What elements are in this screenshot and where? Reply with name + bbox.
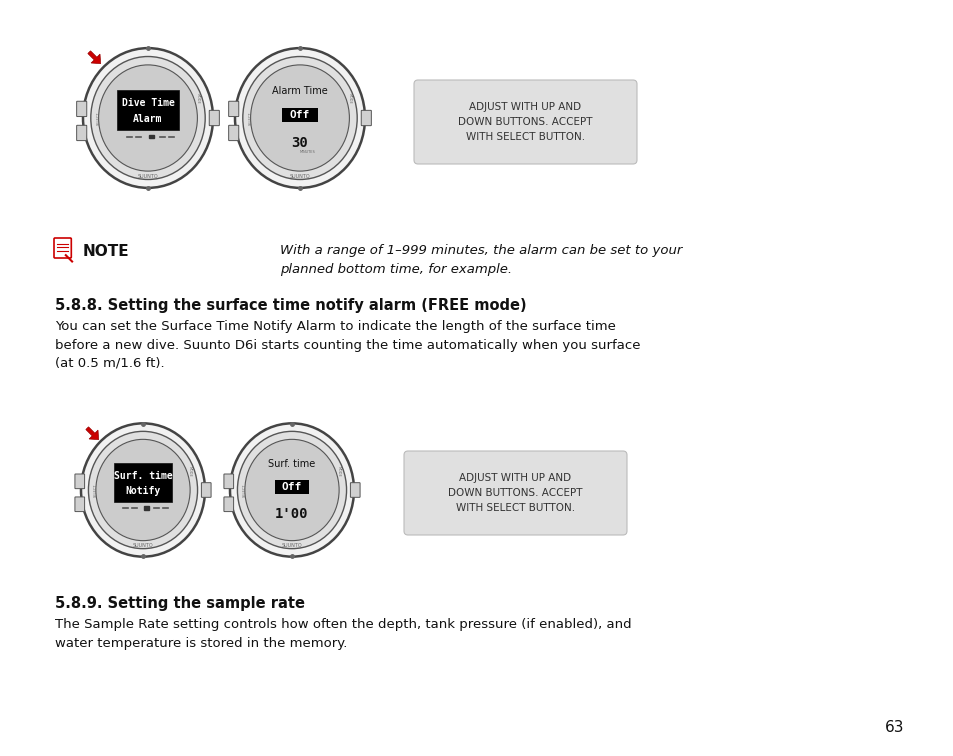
- Ellipse shape: [91, 57, 205, 179]
- Ellipse shape: [96, 439, 190, 541]
- Text: MINUTES: MINUTES: [299, 150, 315, 153]
- FancyBboxPatch shape: [414, 80, 637, 164]
- FancyBboxPatch shape: [117, 90, 178, 130]
- FancyBboxPatch shape: [224, 474, 233, 488]
- Text: Off: Off: [281, 482, 302, 492]
- Text: 30: 30: [292, 135, 308, 150]
- FancyBboxPatch shape: [361, 110, 371, 125]
- Text: ADJUST WITH UP AND
DOWN BUTTONS. ACCEPT
WITH SELECT BUTTON.: ADJUST WITH UP AND DOWN BUTTONS. ACCEPT …: [457, 102, 592, 142]
- Text: MODE: MODE: [188, 466, 192, 477]
- Ellipse shape: [83, 48, 213, 188]
- Text: Surf. time: Surf. time: [113, 471, 172, 481]
- Text: 5.8.8. Setting the surface time notify alarm (FREE mode): 5.8.8. Setting the surface time notify a…: [55, 298, 526, 313]
- Text: Notify: Notify: [125, 486, 160, 496]
- FancyBboxPatch shape: [75, 497, 85, 512]
- Text: ADJUST WITH UP AND
DOWN BUTTONS. ACCEPT
WITH SELECT BUTTON.: ADJUST WITH UP AND DOWN BUTTONS. ACCEPT …: [448, 473, 582, 513]
- Text: NOTE: NOTE: [83, 243, 130, 259]
- FancyBboxPatch shape: [403, 451, 626, 535]
- FancyBboxPatch shape: [54, 238, 71, 258]
- Text: SUUNTO: SUUNTO: [132, 544, 153, 548]
- Text: MODE: MODE: [347, 93, 351, 104]
- Text: SUUNTO: SUUNTO: [137, 174, 158, 179]
- FancyBboxPatch shape: [76, 125, 87, 141]
- Text: The Sample Rate setting controls how often the depth, tank pressure (if enabled): The Sample Rate setting controls how oft…: [55, 618, 631, 649]
- FancyBboxPatch shape: [201, 482, 211, 497]
- FancyBboxPatch shape: [229, 101, 238, 116]
- Text: Surf. time: Surf. time: [268, 459, 315, 469]
- FancyBboxPatch shape: [229, 125, 238, 141]
- Bar: [144, 507, 149, 510]
- Ellipse shape: [89, 432, 197, 549]
- Text: SUUNTO: SUUNTO: [281, 544, 302, 548]
- Text: 1'00: 1'00: [275, 507, 309, 521]
- Text: 63: 63: [884, 720, 903, 736]
- Ellipse shape: [237, 432, 346, 549]
- Ellipse shape: [98, 65, 197, 171]
- FancyBboxPatch shape: [75, 474, 85, 488]
- Text: SELECT: SELECT: [96, 111, 100, 125]
- Text: MODE: MODE: [195, 93, 199, 104]
- Text: SUUNTO: SUUNTO: [290, 174, 310, 179]
- Ellipse shape: [230, 423, 354, 556]
- Text: 5.8.9. Setting the sample rate: 5.8.9. Setting the sample rate: [55, 596, 305, 611]
- Text: Alarm Time: Alarm Time: [272, 85, 328, 96]
- Ellipse shape: [243, 57, 356, 179]
- FancyBboxPatch shape: [76, 101, 87, 116]
- Ellipse shape: [251, 65, 349, 171]
- Polygon shape: [88, 51, 100, 64]
- Text: SELECT: SELECT: [249, 111, 253, 125]
- FancyBboxPatch shape: [274, 480, 309, 494]
- Text: You can set the Surface Time Notify Alarm to indicate the length of the surface : You can set the Surface Time Notify Alar…: [55, 320, 639, 370]
- Text: Alarm: Alarm: [133, 114, 163, 124]
- Text: SELECT: SELECT: [93, 483, 98, 497]
- Text: Off: Off: [290, 110, 310, 119]
- FancyBboxPatch shape: [350, 482, 359, 497]
- Ellipse shape: [234, 48, 365, 188]
- Polygon shape: [86, 427, 98, 440]
- Text: SELECT: SELECT: [243, 483, 247, 497]
- Text: MODE: MODE: [336, 466, 341, 477]
- Bar: [149, 135, 153, 138]
- Ellipse shape: [81, 423, 205, 556]
- FancyBboxPatch shape: [224, 497, 233, 512]
- Text: With a range of 1–999 minutes, the alarm can be set to your
planned bottom time,: With a range of 1–999 minutes, the alarm…: [280, 244, 681, 275]
- FancyBboxPatch shape: [282, 107, 317, 122]
- FancyBboxPatch shape: [209, 110, 219, 125]
- Text: Dive Time: Dive Time: [121, 98, 174, 108]
- Ellipse shape: [245, 439, 338, 541]
- FancyBboxPatch shape: [113, 463, 172, 502]
